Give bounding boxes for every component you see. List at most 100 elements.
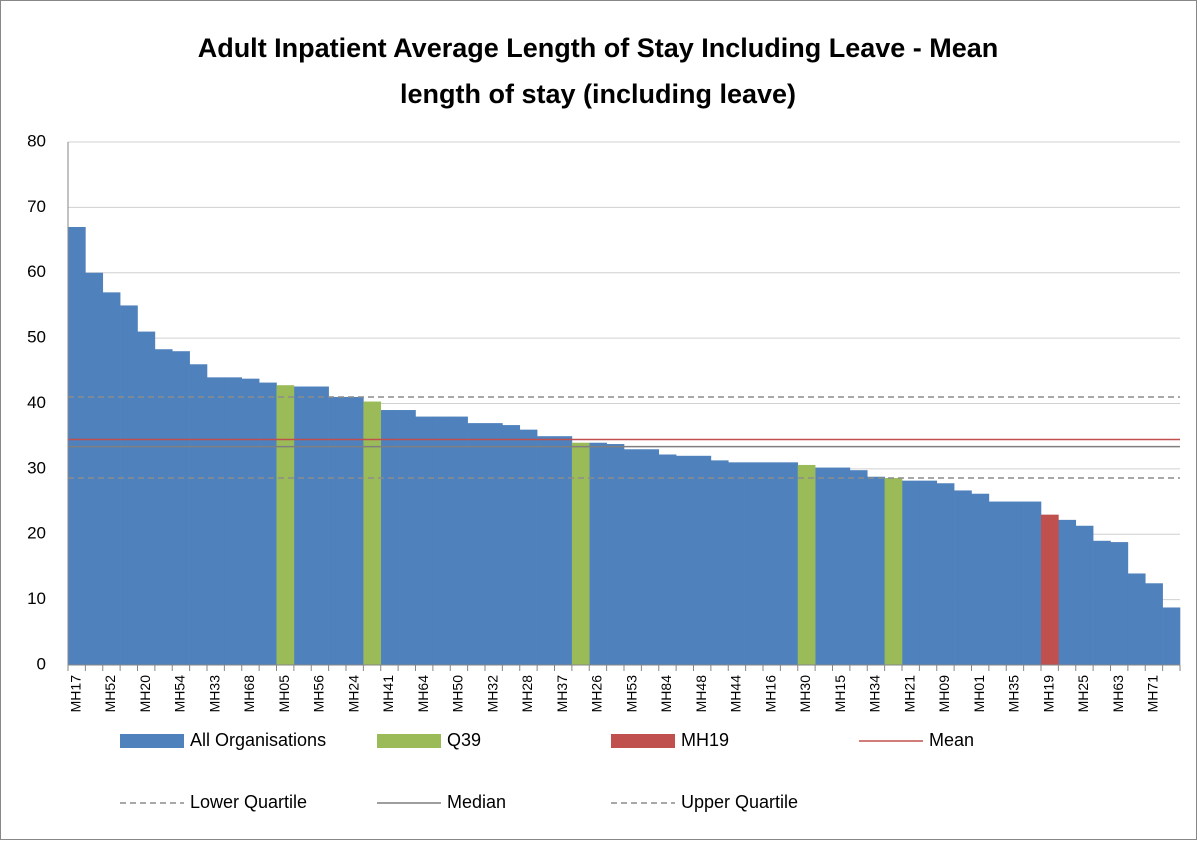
bar <box>1023 501 1042 665</box>
y-tick-label: 70 <box>27 197 46 216</box>
bar <box>849 470 868 665</box>
x-tick-label: MH71 <box>1145 675 1161 713</box>
x-tick-label: MH37 <box>554 675 570 713</box>
x-tick-label: MH19 <box>1040 675 1056 713</box>
bar <box>815 467 833 665</box>
bar <box>85 272 104 665</box>
x-tick-label: MH01 <box>971 675 987 713</box>
x-tick-label: MH09 <box>936 675 952 713</box>
bar <box>676 455 694 665</box>
x-tick-label: MH44 <box>728 675 744 713</box>
bar <box>467 423 486 665</box>
bar <box>1145 583 1163 665</box>
bar <box>293 386 312 665</box>
bar <box>832 467 851 665</box>
bar <box>172 351 190 665</box>
x-tick-label: MH25 <box>1075 675 1091 713</box>
bar <box>224 377 243 665</box>
y-tick-label: 20 <box>27 524 46 543</box>
bar <box>363 401 382 665</box>
bar <box>763 462 781 665</box>
bar <box>728 462 746 665</box>
bar <box>571 442 590 665</box>
bar <box>1075 525 1094 665</box>
y-tick-label: 10 <box>27 589 46 608</box>
legend-swatch <box>120 734 184 748</box>
x-tick-label: MH84 <box>658 675 674 713</box>
x-tick-label: MH52 <box>102 675 118 713</box>
bar <box>589 442 607 665</box>
bar <box>1127 573 1146 665</box>
x-tick-label: MH30 <box>797 675 813 713</box>
bar <box>380 410 399 665</box>
x-tick-label: MH41 <box>380 675 396 713</box>
x-tick-label: MH32 <box>484 675 500 713</box>
legend-swatch <box>377 734 441 748</box>
bar <box>432 416 451 665</box>
bar <box>120 305 138 665</box>
bar <box>137 331 156 665</box>
bar <box>259 382 277 665</box>
x-tick-label: MH15 <box>832 675 848 713</box>
legend-label: MH19 <box>681 730 729 750</box>
legend-label: All Organisations <box>190 730 326 750</box>
x-tick-label: MH54 <box>172 675 188 713</box>
x-tick-label: MH35 <box>1006 675 1022 713</box>
bar <box>276 385 295 665</box>
x-tick-label: MH63 <box>1110 675 1126 713</box>
x-tick-label: MH48 <box>693 675 709 713</box>
legend-label: Mean <box>929 730 974 750</box>
y-tick-label: 40 <box>27 393 46 412</box>
bar <box>606 444 625 665</box>
bar <box>658 454 677 665</box>
bar <box>485 423 503 665</box>
legend-label: Lower Quartile <box>190 792 307 812</box>
x-tick-label: MH26 <box>589 675 605 713</box>
bar <box>328 396 347 665</box>
bar <box>346 396 364 665</box>
x-tick-label: MH24 <box>345 675 361 713</box>
bar <box>311 386 329 665</box>
y-tick-label: 0 <box>37 654 46 673</box>
bar <box>710 460 729 665</box>
bar <box>415 416 434 665</box>
x-tick-label: MH20 <box>137 675 153 713</box>
y-tick-label: 50 <box>27 328 46 347</box>
bar <box>919 480 938 665</box>
bar <box>450 416 468 665</box>
x-tick-label: MH68 <box>241 675 257 713</box>
bar <box>884 478 903 665</box>
x-tick-label: MH64 <box>415 675 431 713</box>
x-tick-label: MH28 <box>519 675 535 713</box>
bar <box>189 364 208 665</box>
x-tick-label: MH56 <box>311 675 327 713</box>
bar <box>154 349 173 665</box>
bar <box>1162 607 1181 665</box>
x-tick-label: MH17 <box>67 675 83 713</box>
y-tick-label: 60 <box>27 262 46 281</box>
y-tick-label: 80 <box>27 131 46 150</box>
bar <box>1006 501 1024 665</box>
bar <box>902 480 920 665</box>
bar <box>797 464 816 665</box>
bar <box>780 462 799 665</box>
y-tick-label: 30 <box>27 458 46 477</box>
bar <box>554 436 573 665</box>
bar <box>1110 542 1129 665</box>
bar <box>936 483 955 665</box>
bar <box>624 449 642 665</box>
bar <box>641 449 660 665</box>
bar <box>398 410 416 665</box>
chart-title: length of stay (including leave) <box>400 79 796 109</box>
bar <box>954 490 972 665</box>
legend-label: Upper Quartile <box>681 792 798 812</box>
chart-title: Adult Inpatient Average Length of Stay I… <box>198 33 999 63</box>
bar <box>207 377 225 665</box>
x-tick-label: MH33 <box>206 675 222 713</box>
bar <box>867 476 885 665</box>
legend-swatch <box>611 734 675 748</box>
bar <box>1058 519 1077 665</box>
bar <box>1041 514 1059 665</box>
bar <box>693 455 712 665</box>
x-tick-label: MH50 <box>450 675 466 713</box>
